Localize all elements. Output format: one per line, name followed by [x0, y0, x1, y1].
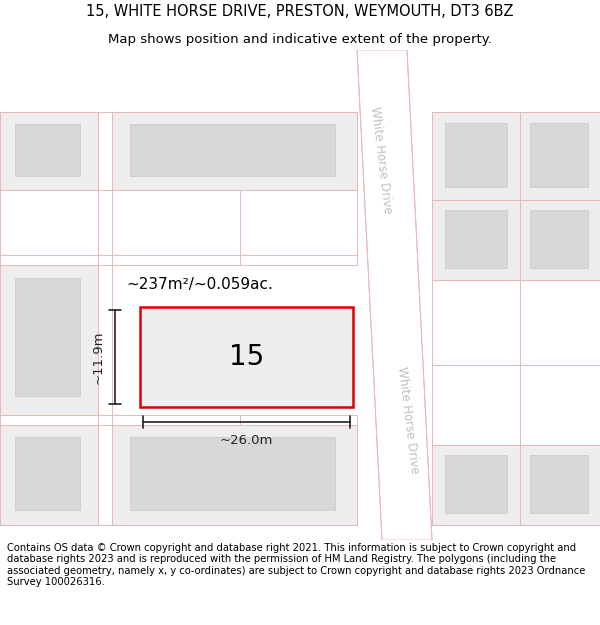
- Bar: [112, 425, 357, 525]
- Bar: [520, 200, 600, 280]
- Text: White Horse Drive: White Horse Drive: [368, 106, 394, 214]
- Text: ~237m²/~0.059ac.: ~237m²/~0.059ac.: [127, 278, 274, 292]
- Bar: [0, 265, 98, 415]
- Text: White Horse Drive: White Horse Drive: [395, 366, 421, 474]
- Bar: [0, 425, 98, 525]
- Bar: [530, 123, 588, 187]
- Bar: [520, 112, 600, 200]
- Bar: [112, 112, 357, 190]
- Bar: [130, 124, 335, 176]
- Bar: [445, 455, 507, 513]
- Bar: [432, 200, 520, 280]
- Bar: [530, 455, 588, 513]
- Text: ~26.0m: ~26.0m: [220, 434, 273, 446]
- Bar: [432, 112, 520, 200]
- Text: 15: 15: [229, 343, 264, 371]
- Bar: [15, 278, 80, 396]
- Text: Map shows position and indicative extent of the property.: Map shows position and indicative extent…: [108, 32, 492, 46]
- Bar: [0, 112, 98, 190]
- Bar: [130, 437, 335, 510]
- Bar: [15, 437, 80, 510]
- Bar: [432, 445, 520, 525]
- Polygon shape: [357, 50, 432, 540]
- Bar: [445, 210, 507, 268]
- Text: ~11.9m: ~11.9m: [92, 330, 105, 384]
- Bar: [445, 123, 507, 187]
- Bar: [520, 445, 600, 525]
- Bar: [140, 307, 353, 407]
- Bar: [15, 124, 80, 176]
- Text: 15, WHITE HORSE DRIVE, PRESTON, WEYMOUTH, DT3 6BZ: 15, WHITE HORSE DRIVE, PRESTON, WEYMOUTH…: [86, 4, 514, 19]
- Text: Contains OS data © Crown copyright and database right 2021. This information is : Contains OS data © Crown copyright and d…: [7, 542, 586, 588]
- Bar: [530, 210, 588, 268]
